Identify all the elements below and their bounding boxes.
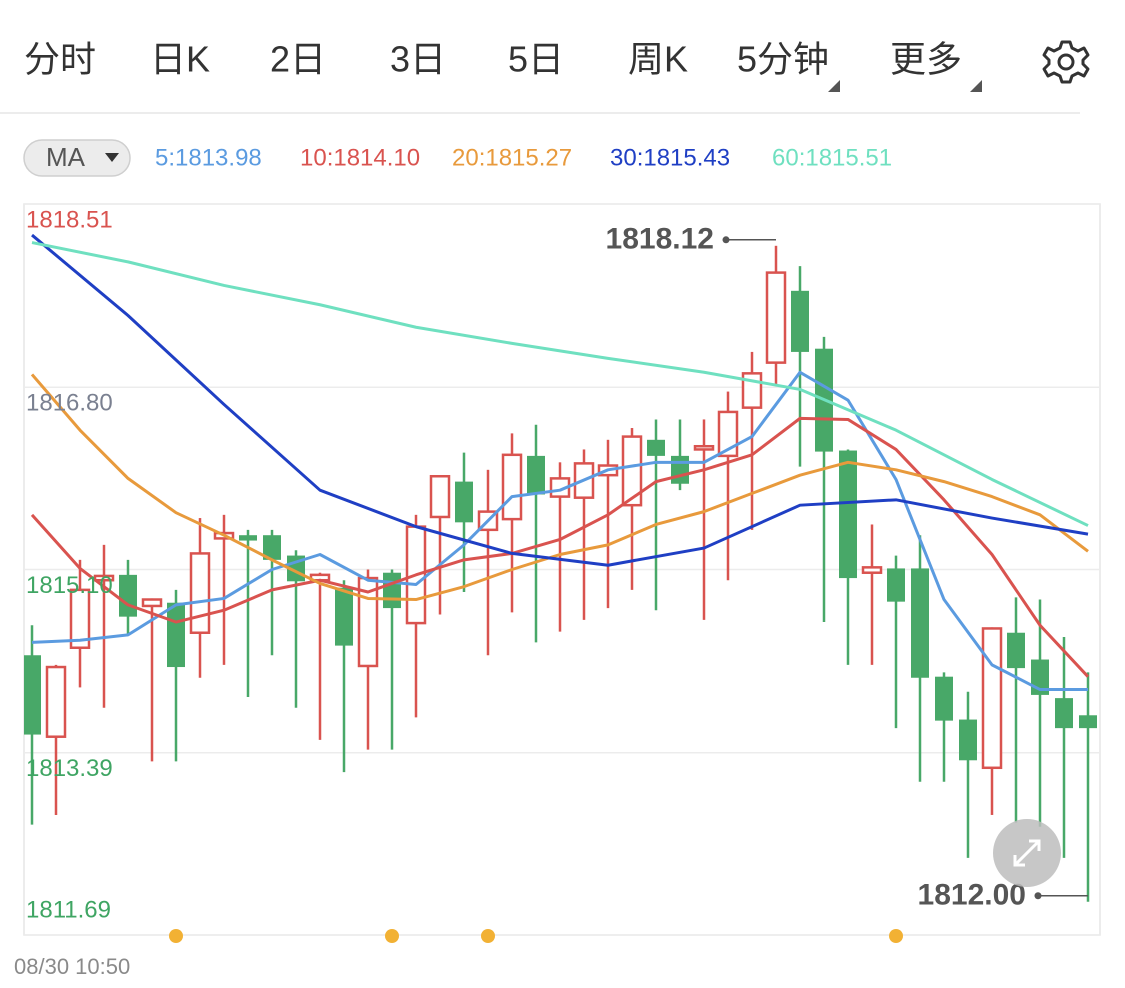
candle-body [141, 598, 163, 608]
candle-body [167, 602, 185, 668]
event-dot[interactable] [481, 929, 495, 943]
candle-body [621, 435, 643, 507]
start-time: 08/30 10:50 [14, 954, 130, 979]
candle-body [861, 566, 883, 574]
candle-body [791, 290, 809, 352]
y-tick-label: 1815.10 [26, 572, 113, 599]
tab[interactable]: 分时 [24, 39, 96, 80]
candle-body [911, 568, 929, 678]
candle-body [935, 676, 953, 721]
tab[interactable]: 日K [150, 39, 210, 80]
dropdown-corner [970, 80, 982, 92]
candle-body [1079, 715, 1097, 729]
candle-body [671, 455, 689, 484]
candle-body [839, 450, 857, 579]
grid [24, 203, 1100, 936]
candle-body [693, 444, 715, 451]
candle-body [263, 535, 281, 560]
legend-entry: 30:1815.43 [610, 144, 730, 171]
candle-body [887, 568, 905, 602]
tab[interactable]: 5分钟 [737, 39, 829, 80]
tab[interactable]: 5日 [508, 39, 564, 80]
ma-lines [30, 233, 1090, 692]
legend-entry: 60:1815.51 [772, 144, 892, 171]
event-markers [169, 929, 903, 943]
pill [23, 139, 131, 177]
candle-body [119, 574, 137, 617]
annotation-dot [722, 236, 730, 244]
candle-body [69, 588, 91, 649]
y-tick-label: 1816.80 [26, 390, 113, 417]
candle-body [1055, 698, 1073, 729]
legend-entry: 20:1815.27 [452, 144, 572, 171]
ma-line [30, 373, 1089, 602]
candle-body [1007, 632, 1025, 669]
ma-line [31, 241, 1089, 527]
candle-body [981, 627, 1003, 770]
tab[interactable]: 2日 [270, 39, 326, 80]
y-tick-label: 1811.69 [26, 896, 111, 923]
candle-body [24, 655, 41, 735]
dropdown-arrow [105, 153, 119, 162]
indicator-label: MA [46, 142, 86, 172]
candle-body [383, 572, 401, 609]
ma-line [31, 233, 1089, 567]
ma-line [30, 416, 1090, 678]
candle-body [45, 665, 67, 738]
dropdown-corner [828, 80, 840, 92]
candle-body [501, 453, 523, 521]
expand-icon [1013, 839, 1041, 867]
price-annotation: 1818.12 [606, 223, 776, 256]
y-tick-label: 1813.39 [26, 755, 113, 782]
candles [24, 245, 1097, 902]
event-dot[interactable] [169, 929, 183, 943]
candle-body [527, 455, 545, 495]
candle-body [429, 474, 451, 519]
annotation-label: 1812.00 [918, 879, 1026, 912]
tab-bar: 分时 日K 2日 3日 5日 周K 5分钟 更多 [24, 39, 1090, 92]
settings-icon[interactable] [1042, 40, 1090, 84]
expand-button[interactable] [993, 819, 1061, 887]
candle-body [765, 271, 787, 364]
tab[interactable]: 更多 [890, 39, 962, 80]
event-dot[interactable] [385, 929, 399, 943]
annotation-dot [1034, 892, 1042, 900]
annotation-label: 1818.12 [606, 223, 714, 256]
tab[interactable]: 周K [628, 39, 688, 80]
candle-body [959, 719, 977, 761]
y-tick-label: 1818.51 [26, 206, 113, 233]
legend-entry: 5:1813.98 [155, 144, 262, 171]
legend-entry: 10:1814.10 [300, 144, 420, 171]
price-annotation: 1812.00 [918, 879, 1088, 912]
candle-body [717, 410, 739, 458]
candle-body [189, 552, 211, 634]
ma-line [31, 370, 1088, 692]
candle-body [455, 481, 473, 523]
candle-body [239, 535, 257, 541]
labels: 1818.51 1816.80 1815.10 1813.39 1811.69 1818.… [26, 206, 1088, 923]
candle-body [647, 439, 665, 456]
candle-body [335, 587, 353, 646]
candle-body [357, 576, 379, 668]
tab[interactable]: 3日 [390, 39, 446, 80]
event-dot[interactable] [889, 929, 903, 943]
indicator-selector[interactable]: MA [23, 139, 131, 177]
